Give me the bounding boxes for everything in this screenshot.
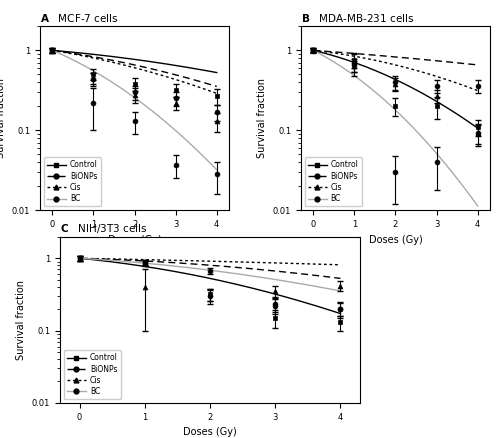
- Cis: [90, 75, 96, 81]
- Line: BC: BC: [77, 256, 343, 311]
- BiONPs: [310, 48, 316, 53]
- Line: BiONPs: BiONPs: [77, 256, 343, 311]
- Cis: [207, 291, 213, 297]
- X-axis label: Doses (Gy): Doses (Gy): [368, 234, 422, 244]
- Cis: [338, 283, 344, 288]
- BiONPs: [90, 76, 96, 81]
- Cis: [352, 63, 358, 68]
- BiONPs: [434, 83, 440, 88]
- Control: [76, 256, 82, 261]
- BC: [142, 260, 148, 265]
- Cis: [76, 256, 82, 261]
- Line: BC: BC: [50, 48, 219, 177]
- Control: [90, 72, 96, 77]
- Line: Control: Control: [311, 48, 480, 129]
- Control: [352, 58, 358, 63]
- Cis: [132, 92, 138, 97]
- Line: Cis: Cis: [311, 48, 480, 136]
- Y-axis label: Survival fraction: Survival fraction: [258, 78, 268, 158]
- Control: [474, 124, 480, 130]
- BiONPs: [272, 302, 278, 307]
- Legend: Control, BiONPs, Cis, BC: Control, BiONPs, Cis, BC: [64, 350, 120, 399]
- Cis: [172, 100, 178, 106]
- Control: [132, 81, 138, 87]
- BC: [310, 48, 316, 53]
- BC: [76, 256, 82, 261]
- BiONPs: [172, 96, 178, 101]
- BiONPs: [392, 80, 398, 85]
- Line: Cis: Cis: [50, 48, 219, 124]
- Control: [172, 87, 178, 92]
- Control: [310, 48, 316, 53]
- BC: [207, 293, 213, 299]
- BC: [272, 303, 278, 308]
- X-axis label: Doses (Gy): Doses (Gy): [108, 234, 162, 244]
- BiONPs: [132, 89, 138, 95]
- Line: Control: Control: [50, 48, 219, 98]
- Control: [207, 291, 213, 297]
- BiONPs: [474, 83, 480, 88]
- BiONPs: [352, 63, 358, 68]
- BiONPs: [338, 306, 344, 311]
- Text: $\mathbf{C}$   NIH/3T3 cells: $\mathbf{C}$ NIH/3T3 cells: [60, 223, 148, 235]
- Control: [214, 93, 220, 99]
- Cis: [142, 284, 148, 290]
- BC: [90, 100, 96, 106]
- BiONPs: [214, 109, 220, 114]
- Cis: [50, 48, 56, 53]
- Y-axis label: Survival fraction: Survival fraction: [16, 280, 26, 360]
- BiONPs: [142, 261, 148, 266]
- Control: [392, 104, 398, 109]
- Control: [142, 260, 148, 265]
- Control: [272, 315, 278, 321]
- BC: [172, 162, 178, 167]
- Line: BiONPs: BiONPs: [311, 48, 480, 88]
- Control: [338, 320, 344, 325]
- Cis: [310, 48, 316, 53]
- X-axis label: Doses (Gy): Doses (Gy): [183, 427, 237, 437]
- Cis: [392, 81, 398, 87]
- BiONPs: [207, 268, 213, 273]
- Cis: [474, 131, 480, 136]
- BiONPs: [76, 256, 82, 261]
- BC: [50, 48, 56, 53]
- Control: [434, 104, 440, 109]
- BC: [338, 306, 344, 311]
- Text: $\mathbf{A}$   MCF-7 cells: $\mathbf{A}$ MCF-7 cells: [40, 12, 118, 24]
- BC: [474, 131, 480, 136]
- Cis: [272, 289, 278, 294]
- BC: [132, 119, 138, 124]
- Line: BiONPs: BiONPs: [50, 48, 219, 114]
- Cis: [214, 119, 220, 124]
- BC: [352, 60, 358, 65]
- Text: $\mathbf{B}$   MDA-MB-231 cells: $\mathbf{B}$ MDA-MB-231 cells: [301, 12, 414, 24]
- BC: [434, 159, 440, 165]
- BC: [214, 172, 220, 177]
- BiONPs: [50, 48, 56, 53]
- Y-axis label: Survival fraction: Survival fraction: [0, 78, 6, 158]
- BC: [392, 170, 398, 175]
- Control: [50, 48, 56, 53]
- Line: Cis: Cis: [77, 256, 343, 297]
- Legend: Control, BiONPs, Cis, BC: Control, BiONPs, Cis, BC: [44, 157, 100, 206]
- Legend: Control, BiONPs, Cis, BC: Control, BiONPs, Cis, BC: [304, 157, 362, 206]
- Line: BC: BC: [311, 48, 480, 174]
- Cis: [434, 93, 440, 99]
- Line: Control: Control: [77, 256, 343, 325]
